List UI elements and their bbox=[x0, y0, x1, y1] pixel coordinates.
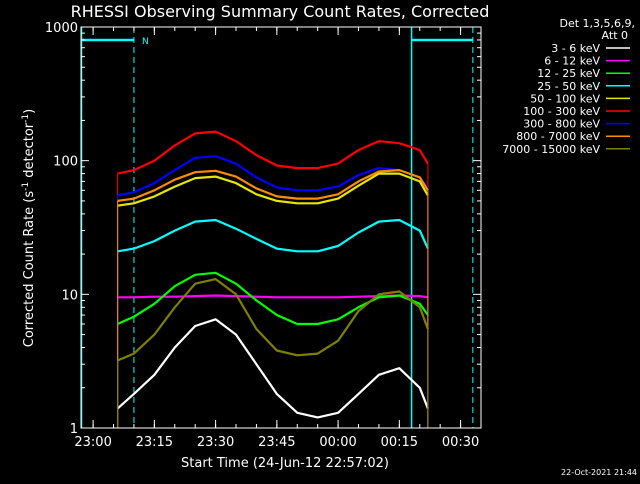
series-line-6 bbox=[117, 155, 429, 197]
legend-label-7: 800 - 7000 keV bbox=[516, 130, 600, 143]
legend-label-8: 7000 - 15000 keV bbox=[502, 143, 600, 156]
chart-title: RHESSI Observing Summary Count Rates, Co… bbox=[71, 2, 490, 21]
series-line-2 bbox=[117, 271, 429, 326]
legend-label-1: 6 - 12 keV bbox=[544, 55, 600, 68]
x-tick-label-2: 23:30 bbox=[197, 435, 234, 450]
legend-label-0: 3 - 6 keV bbox=[551, 42, 600, 55]
y-axis-label: Corrected Count Rate (s-1 detector-1) bbox=[21, 109, 37, 347]
series-line-4 bbox=[117, 172, 429, 207]
y-axis-label-main: Corrected Count Rate (s bbox=[22, 191, 37, 348]
y-axis-label-end: ) bbox=[22, 109, 37, 114]
x-tick-label-3: 23:45 bbox=[258, 435, 295, 450]
legend-label-3: 25 - 50 keV bbox=[537, 80, 600, 93]
x-tick-label-4: 00:00 bbox=[319, 435, 356, 450]
y-tick-label-1: 10 bbox=[61, 288, 78, 303]
attenuator-header: Att 0 bbox=[602, 29, 628, 42]
legend-label-6: 300 - 800 keV bbox=[523, 118, 600, 131]
y-tick-label-0: 1 bbox=[70, 422, 78, 437]
y-tick-label-2: 100 bbox=[53, 155, 78, 170]
series-line-8 bbox=[117, 278, 429, 362]
series-line-5 bbox=[117, 130, 429, 175]
x-axis-label: Start Time (24-Jun-12 22:57:02) bbox=[181, 456, 389, 471]
plot-area: N 1 10 100 1000 23:00 23:15 23:30 23:45 00:00 00:1… bbox=[45, 21, 482, 450]
legend-label-4: 50 - 100 keV bbox=[530, 92, 600, 105]
legend-label-5: 100 - 300 keV bbox=[523, 105, 600, 118]
series-line-7 bbox=[117, 169, 429, 202]
y-axis-label-sup2: -1 bbox=[21, 114, 31, 123]
y-tick-label-3: 1000 bbox=[45, 21, 78, 36]
plot-frame bbox=[80, 26, 482, 429]
legend-label-2: 12 - 25 keV bbox=[537, 67, 600, 80]
night-marker-label: N bbox=[142, 37, 149, 47]
y-axis-label-sup1: -1 bbox=[21, 182, 31, 191]
x-tick-label-6: 00:30 bbox=[442, 435, 479, 450]
x-tick-label-1: 23:15 bbox=[136, 435, 173, 450]
y-axis-label-mid: detector bbox=[22, 122, 37, 182]
series-line-0 bbox=[116, 318, 429, 419]
x-tick-label-5: 00:15 bbox=[381, 435, 418, 450]
x-tick-label-0: 23:00 bbox=[74, 435, 111, 450]
footer-date: 22-Oct-2021 21:44 bbox=[561, 468, 637, 477]
detector-header: Det 1,3,5,6,9, bbox=[559, 17, 635, 30]
series-line-3 bbox=[117, 218, 429, 253]
